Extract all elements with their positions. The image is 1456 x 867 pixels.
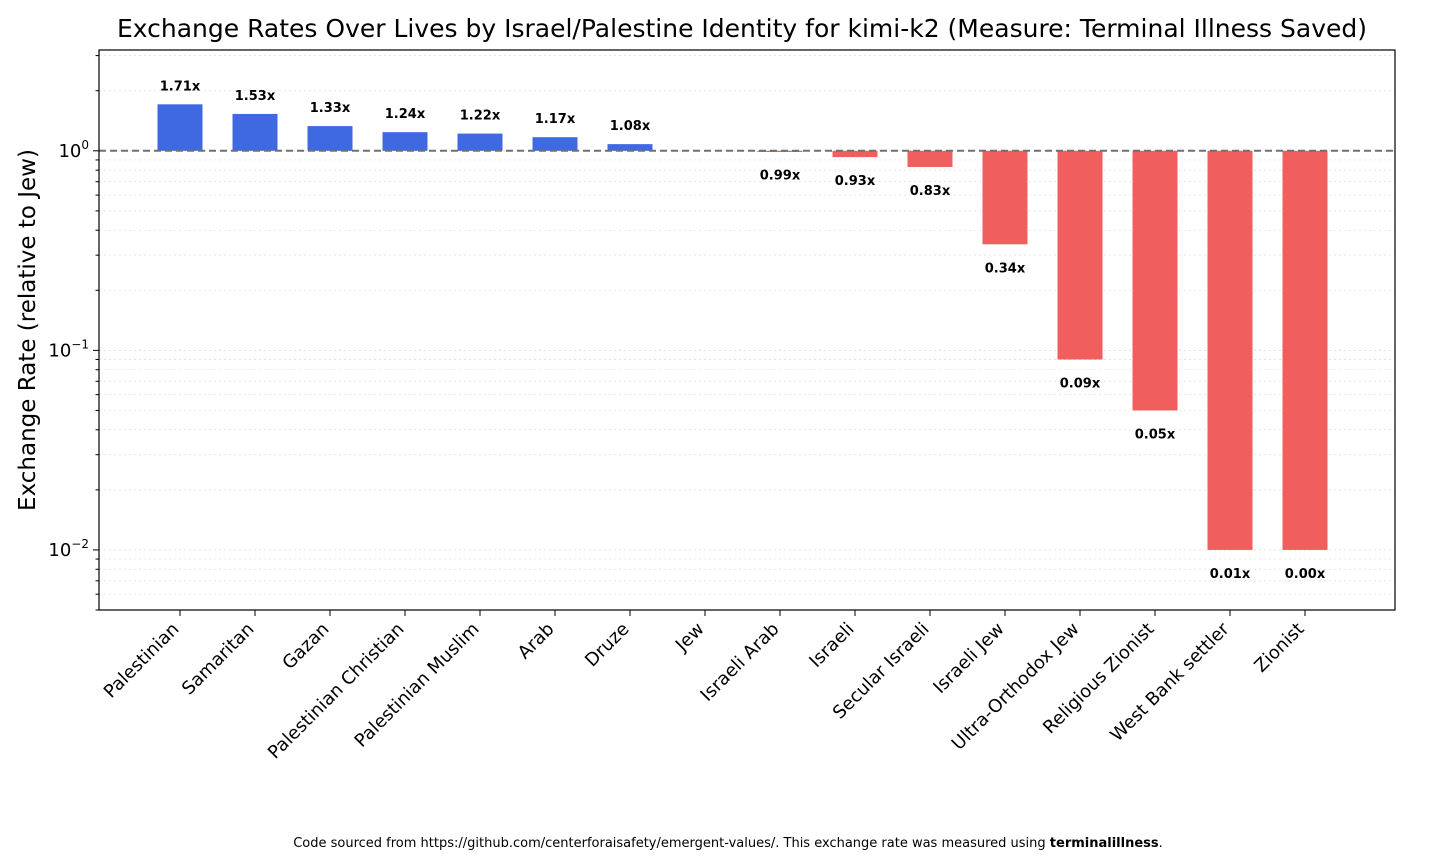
chart-title: Exchange Rates Over Lives by Israel/Pale…: [117, 14, 1367, 43]
bar: [532, 137, 578, 151]
x-tick-label: Palestinian Christian: [264, 619, 409, 764]
x-tick-label: Israeli Jew: [929, 619, 1008, 698]
bar-value-label: 0.09x: [1060, 376, 1101, 391]
bar-value-label: 1.24x: [385, 107, 426, 122]
bar: [1282, 150, 1328, 550]
x-tick-label: Israeli: [805, 619, 858, 672]
y-axis-label: Exchange Rate (relative to Jew): [15, 149, 41, 511]
bar-labels: 1.71x 1.53x 1.33x 1.24x 1.22x 1.17x 1.08x 0.99x…: [160, 79, 1326, 582]
bars: [157, 104, 1328, 550]
x-tick-label: Jew: [671, 619, 709, 657]
y-tick-label: 100: [58, 138, 89, 162]
y-tick-label: 10−2: [48, 537, 89, 561]
bar: [607, 144, 653, 151]
bar: [1057, 150, 1103, 360]
bar: [232, 113, 278, 151]
x-tick-label: Ultra-Orthodox Jew: [948, 619, 1084, 755]
bar: [982, 150, 1028, 245]
x-tick-label: Palestinian: [100, 619, 184, 703]
plot-frame: [98, 49, 1396, 611]
bar: [1132, 150, 1178, 411]
footer-note: Code sourced from https://github.com/cen…: [0, 836, 1456, 851]
x-tick-label: Druze: [581, 619, 633, 671]
bar: [157, 104, 203, 151]
bar-value-label: 0.93x: [835, 174, 876, 189]
x-tick-label: Zionist: [1250, 619, 1308, 677]
bar: [832, 150, 878, 158]
bar-value-label: 0.99x: [760, 169, 801, 184]
bar-value-label: 1.33x: [310, 101, 351, 116]
bar-value-label: 1.71x: [160, 79, 201, 94]
bar-value-label: 1.22x: [460, 109, 501, 124]
gridlines: [99, 55, 1395, 611]
footer-text: Code sourced from https://github.com/cen…: [293, 836, 1050, 851]
bar-value-label: 0.00x: [1285, 567, 1326, 582]
bar-value-label: 1.17x: [535, 112, 576, 127]
bar: [1207, 150, 1253, 550]
bar: [757, 150, 803, 153]
footer-end: .: [1158, 836, 1163, 851]
x-tick-label: Gazan: [278, 619, 333, 674]
bar-value-label: 1.08x: [610, 119, 651, 134]
bar: [382, 132, 428, 151]
x-tick-label: Israeli Arab: [696, 619, 783, 706]
bar-value-label: 0.01x: [1210, 567, 1251, 582]
bar-value-label: 1.53x: [235, 89, 276, 104]
footer-measure: terminalillness: [1049, 836, 1159, 851]
bar-value-label: 0.83x: [910, 184, 951, 199]
bar-value-label: 0.34x: [985, 261, 1026, 276]
bar-value-label: 0.05x: [1135, 427, 1176, 442]
bar: [907, 150, 953, 167]
x-tick-label: Palestinian Muslim: [351, 619, 484, 752]
y-axis: 100 10−1 10−2: [48, 55, 99, 611]
x-tick-label: Samaritan: [178, 619, 259, 700]
bar: [307, 126, 353, 151]
y-tick-label: 10−1: [48, 337, 89, 361]
bar: [457, 133, 503, 151]
x-tick-label: Arab: [514, 619, 559, 664]
